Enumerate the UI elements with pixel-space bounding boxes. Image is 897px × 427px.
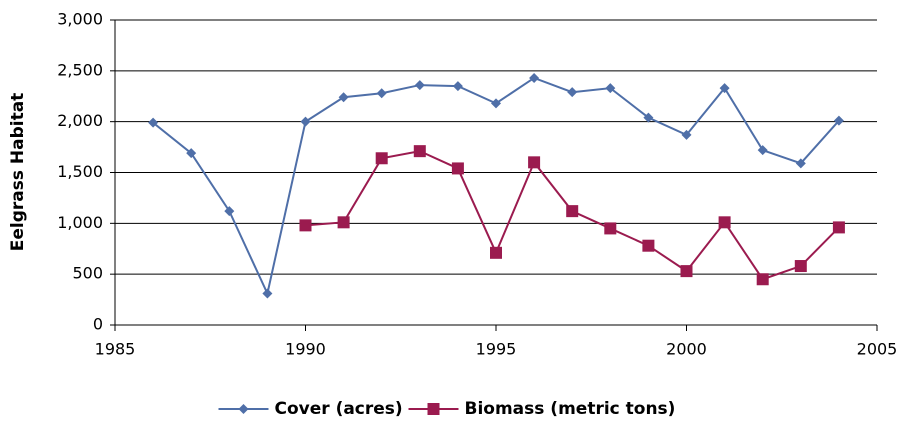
marker (566, 205, 579, 218)
marker (833, 115, 844, 126)
marker (680, 265, 693, 278)
y-tick-label: 3,000 (57, 10, 103, 29)
legend-label: Cover (acres) (275, 399, 403, 419)
legend-label: Biomass (metric tons) (465, 399, 676, 419)
y-tick-label: 2,500 (57, 60, 103, 79)
y-axis-label: Eelgrass Habitat (8, 93, 28, 252)
marker (491, 98, 501, 109)
marker (681, 129, 692, 140)
marker (299, 219, 312, 232)
marker (604, 222, 617, 235)
x-tick-label: 1990 (285, 340, 326, 359)
marker (414, 80, 425, 91)
marker (642, 239, 655, 252)
marker (451, 162, 464, 175)
y-tick-label: 1,000 (57, 213, 103, 232)
marker (452, 81, 463, 92)
marker (605, 83, 616, 94)
marker (794, 260, 807, 273)
marker (529, 72, 540, 83)
x-tick-label: 2005 (857, 340, 897, 359)
marker (643, 112, 654, 123)
marker (338, 92, 349, 103)
marker (337, 216, 350, 229)
marker (795, 158, 806, 169)
y-tick-label: 0 (93, 315, 103, 334)
series-line (152, 76, 840, 297)
y-tick-label: 2,000 (57, 111, 103, 130)
marker (148, 117, 159, 128)
marker (238, 404, 249, 414)
marker (719, 83, 730, 94)
marker (427, 403, 440, 415)
x-tick-label: 1995 (476, 340, 517, 359)
y-tick-label: 500 (72, 264, 103, 283)
x-tick-label: 1985 (95, 340, 136, 359)
marker (528, 156, 541, 169)
marker (186, 148, 197, 159)
marker (757, 145, 768, 156)
marker (300, 116, 311, 127)
marker (376, 88, 387, 99)
y-tick-label: 1,500 (57, 162, 103, 181)
marker (832, 221, 845, 234)
marker (490, 246, 502, 259)
marker (567, 87, 578, 98)
marker (756, 273, 769, 286)
marker (224, 206, 235, 217)
marker (413, 145, 426, 158)
marker (718, 216, 731, 229)
marker (375, 152, 388, 165)
x-tick-label: 2000 (666, 340, 707, 359)
marker (262, 288, 273, 299)
